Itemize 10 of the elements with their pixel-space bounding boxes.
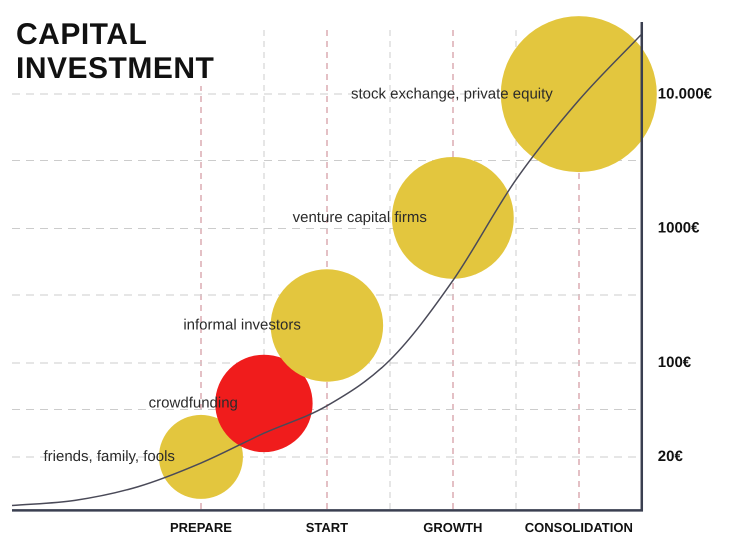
chart-title: CAPITAL INVESTMENT [16,18,248,86]
y-tick-label: 20€ [658,448,684,466]
y-tick-label: 10.000€ [658,85,713,102]
y-tick-label: 100€ [658,354,692,372]
data-label: venture capital firms [292,209,427,226]
x-tick-label: START [306,520,348,535]
y-tick-label: 1000€ [658,220,700,237]
x-tick-label: PREPARE [170,520,232,535]
x-tick-label: GROWTH [423,520,482,535]
x-tick-label: CONSOLIDATION [524,520,633,535]
